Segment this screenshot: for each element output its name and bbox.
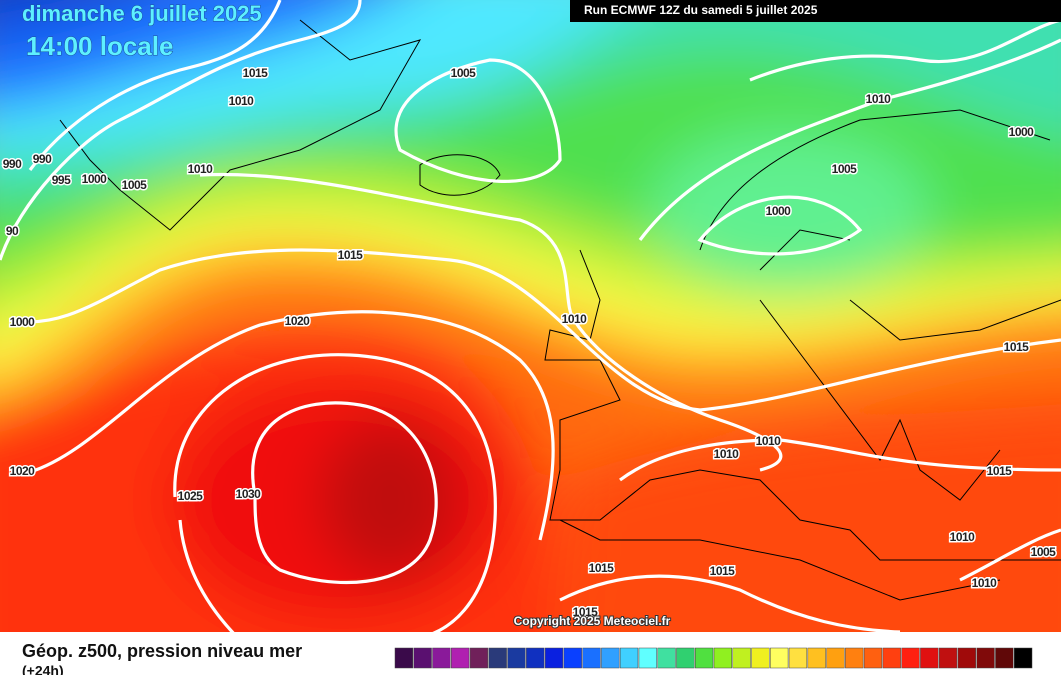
colorbar-swatch	[544, 647, 564, 669]
colorbar-swatch	[1013, 647, 1033, 669]
isobar-label: 1015	[987, 464, 1013, 478]
isobar-label: 1010	[950, 530, 976, 544]
colorbar-swatch	[526, 647, 545, 669]
isobar-label: 1015	[1004, 340, 1030, 354]
copyright: Copyright 2025 Meteociel.fr	[514, 614, 671, 628]
footer-title: Géop. z500, pression niveau mer	[22, 641, 302, 661]
isobar-label: 1000	[1009, 125, 1035, 139]
isobars	[0, 0, 1061, 632]
isobar-label: 1015	[573, 605, 599, 619]
colorbar-swatch	[807, 647, 826, 669]
isobar-label: 1005	[451, 66, 477, 80]
colorbar-swatch	[451, 647, 470, 669]
coastlines	[59, 19, 1061, 601]
isobar-label: 1015	[243, 66, 269, 80]
colorbar-swatch	[394, 647, 414, 669]
isobar-label: 1005	[832, 162, 858, 176]
isobar-label: 1010	[229, 94, 255, 108]
isobar-label: 1000	[766, 204, 792, 218]
colorbar-swatch	[976, 647, 995, 669]
colorbar-swatch	[469, 647, 489, 669]
colorbar-swatch	[638, 647, 657, 669]
isobar-label: 1005	[1031, 545, 1057, 559]
colorbar-swatch	[770, 647, 789, 669]
colorbar-swatch	[619, 647, 639, 669]
isobar-label: 90	[6, 224, 19, 238]
colorbar-swatch	[713, 647, 733, 669]
colorbar-swatch	[563, 647, 582, 669]
colorbar-swatch	[676, 647, 695, 669]
colorbar-swatch	[863, 647, 883, 669]
isobar-label: 1010	[972, 576, 998, 590]
colorbar-swatch	[938, 647, 958, 669]
colorbar-swatch	[920, 647, 939, 669]
colorbar-swatch	[732, 647, 751, 669]
isobar-label: 1020	[285, 314, 311, 328]
isobar-label: 990	[33, 152, 52, 166]
footer-subtitle: (+24h)	[22, 663, 64, 675]
colorbar-swatch	[657, 647, 676, 669]
isobar-label: 1000	[10, 315, 36, 329]
isobar-label: 990	[3, 157, 22, 171]
colorbar-swatch	[488, 647, 507, 669]
colorbar-swatch	[788, 647, 808, 669]
colorbar-swatch	[995, 647, 1014, 669]
colorbar-swatch	[882, 647, 901, 669]
isobar-label: 1010	[562, 312, 588, 326]
isobar-label: 995	[52, 173, 71, 187]
isobar-label: 1005	[122, 178, 148, 192]
isobar-label: 1010	[866, 92, 892, 106]
isobar-label: 1015	[589, 561, 615, 575]
isobar-label: 1010	[756, 434, 782, 448]
isobar-label: 1010	[714, 447, 740, 461]
isobar-label: 1000	[82, 172, 108, 186]
colorbar-swatch	[507, 647, 526, 669]
run-banner	[570, 0, 1061, 22]
colorbar-swatch	[432, 647, 451, 669]
isobar-label: 1020	[10, 464, 36, 478]
isobar-label: 1025	[178, 489, 204, 503]
colorbar-swatch	[901, 647, 920, 669]
colorbar-swatch	[413, 647, 432, 669]
colorbar-swatch	[601, 647, 620, 669]
isobar-label: 1030	[236, 487, 262, 501]
colorbar	[394, 647, 1033, 669]
isobar-label: 1015	[710, 564, 736, 578]
isobar-label: 1015	[338, 248, 364, 262]
run-info: Run ECMWF 12Z du samedi 5 juillet 2025	[584, 3, 818, 17]
colorbar-swatch	[845, 647, 864, 669]
colorbar-swatch	[582, 647, 601, 669]
colorbar-swatch	[751, 647, 770, 669]
isobar-label: 1010	[188, 162, 214, 176]
forecast-time: 14:00 locale	[26, 31, 173, 61]
forecast-date: dimanche 6 juillet 2025	[22, 1, 262, 26]
colorbar-swatch	[957, 647, 976, 669]
colorbar-swatch	[826, 647, 845, 669]
colorbar-swatch	[694, 647, 714, 669]
